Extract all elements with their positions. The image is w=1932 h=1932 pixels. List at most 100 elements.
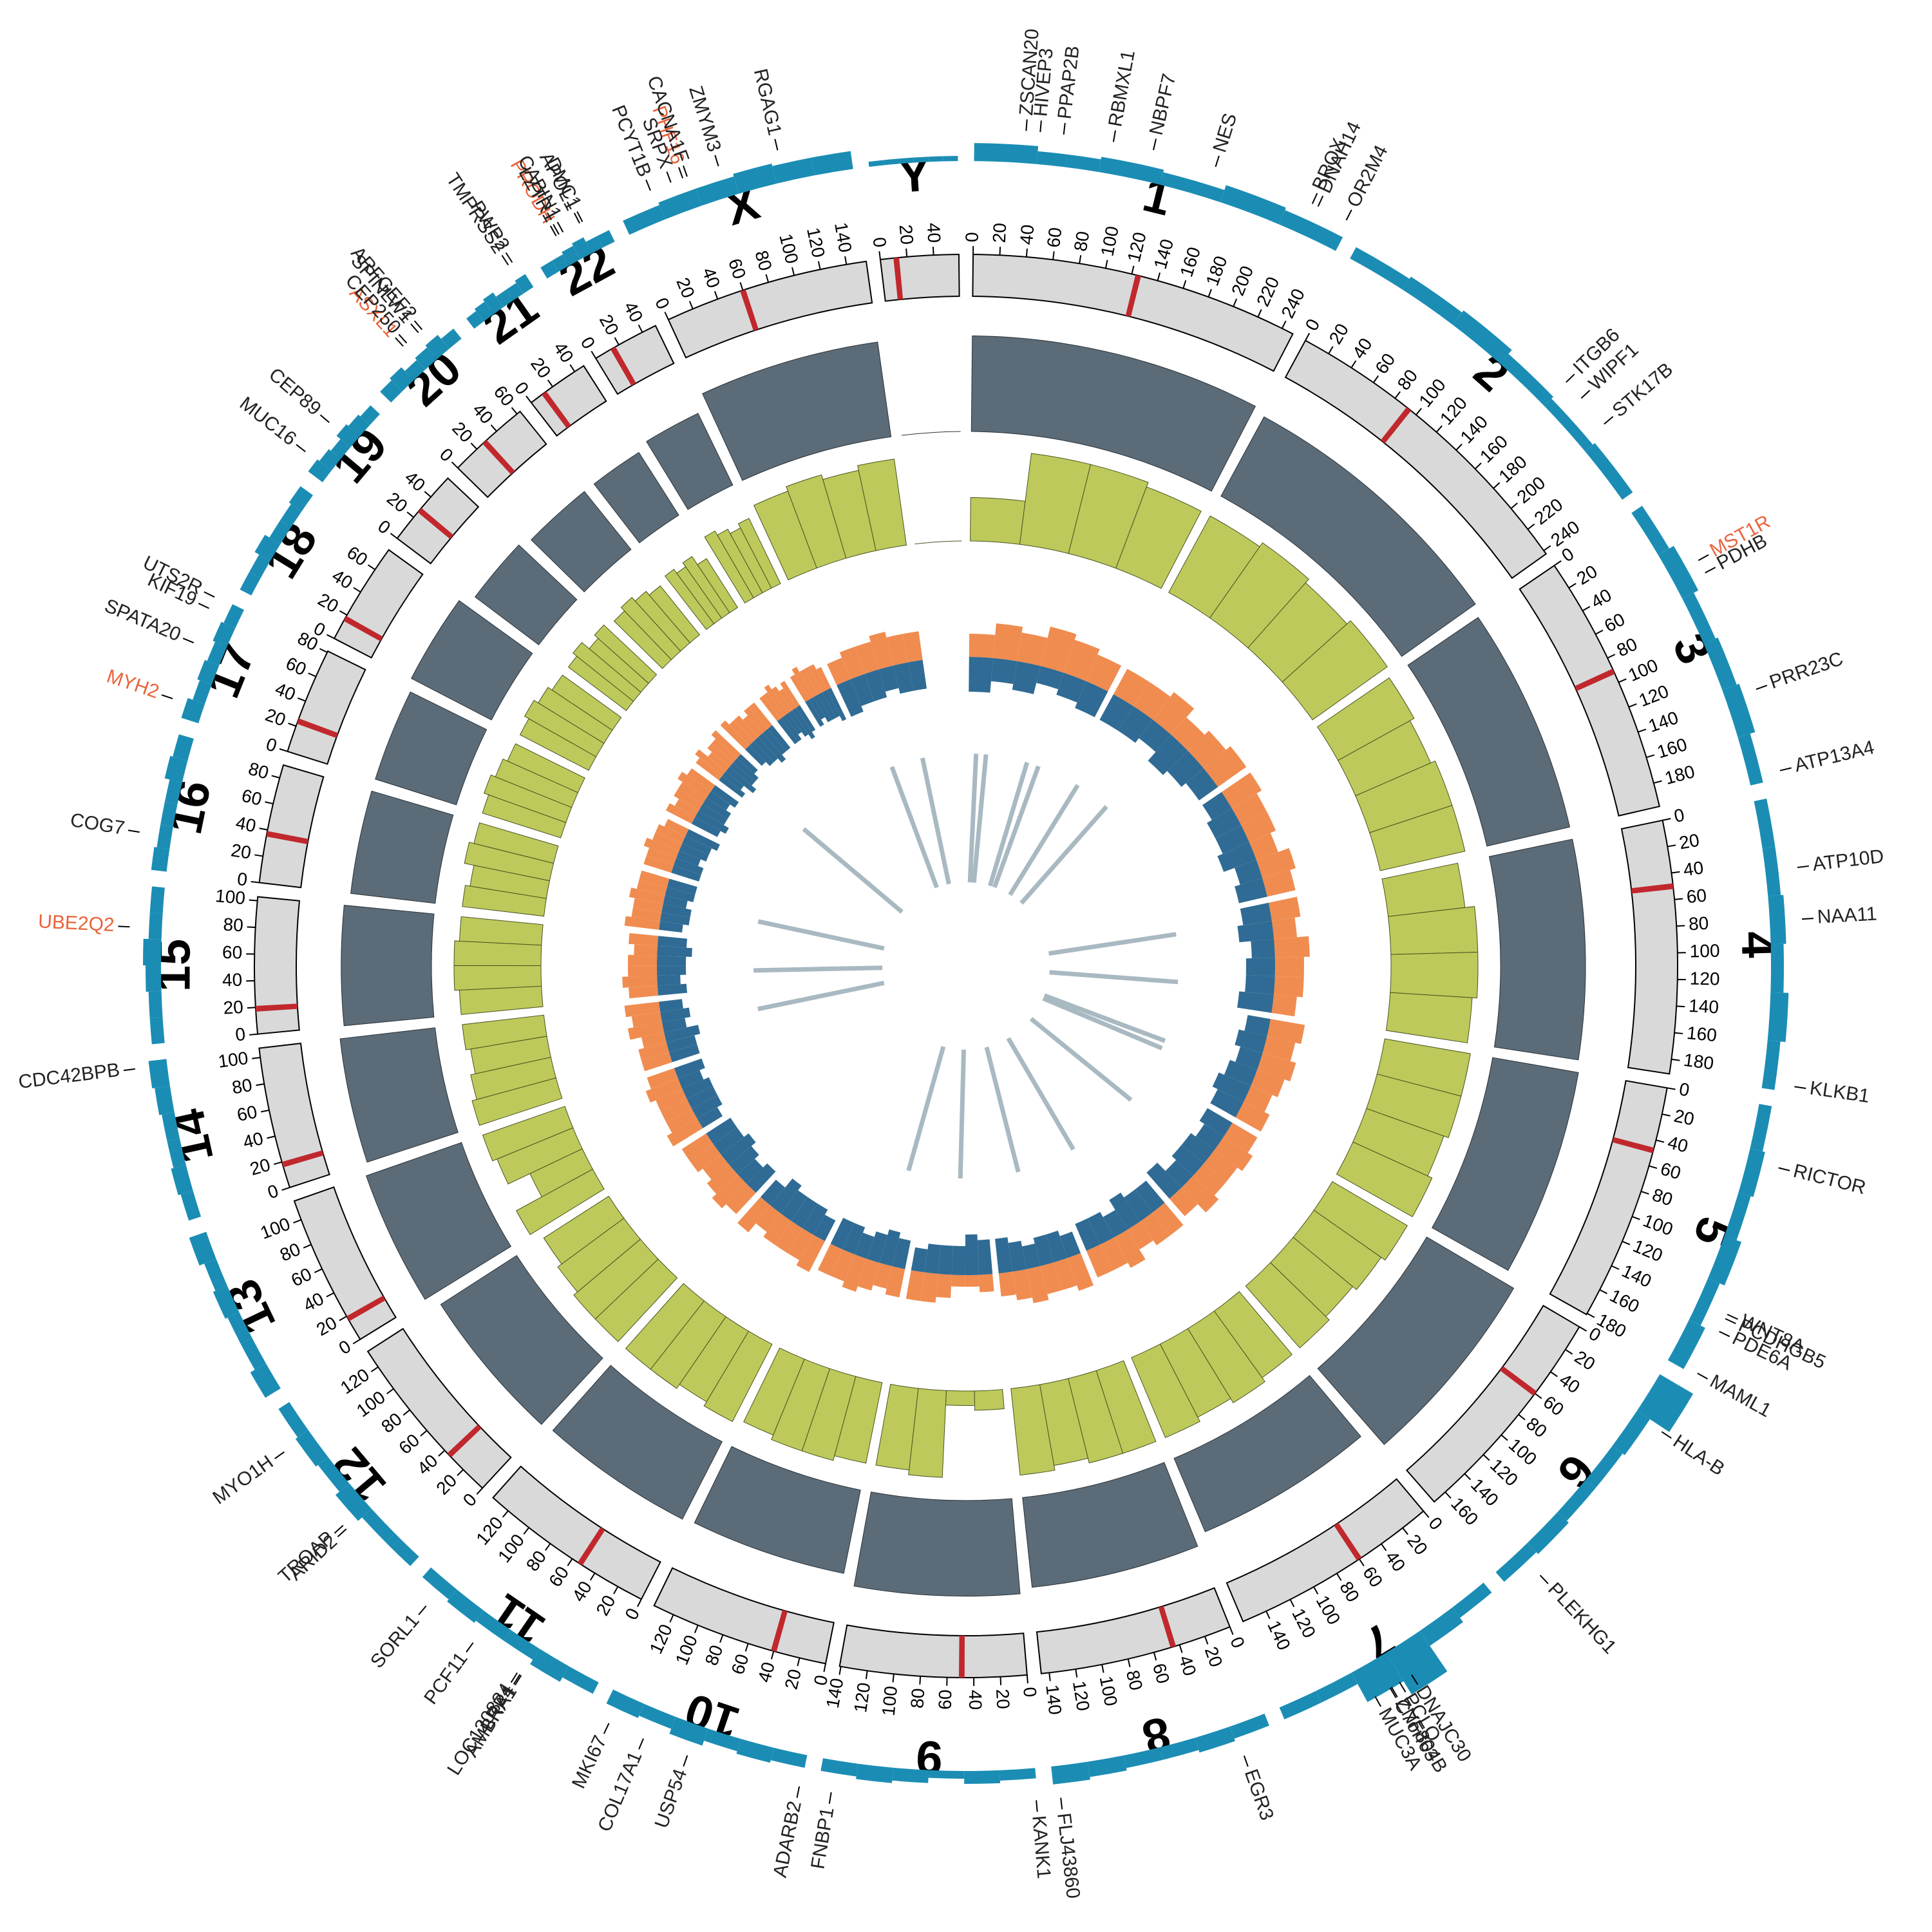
- gene-leader: [161, 694, 173, 699]
- copy-number: [1022, 1462, 1198, 1588]
- tick-mark: [1646, 754, 1655, 759]
- coverage-bar: [404, 360, 426, 381]
- copy-number: [646, 413, 734, 510]
- gene-leader: [1697, 1372, 1709, 1380]
- tick-mark: [1622, 1240, 1631, 1245]
- orange-bar: [1027, 1265, 1049, 1303]
- coverage-bar: [1703, 637, 1737, 690]
- orange-bar: [681, 1133, 714, 1161]
- blue-bar: [951, 1245, 966, 1275]
- gene-leader: [666, 171, 672, 183]
- tick-mark: [406, 511, 414, 518]
- blue-bar: [818, 692, 836, 721]
- link: [992, 765, 1041, 888]
- gene-leader: [513, 1674, 521, 1685]
- orange-bar: [711, 739, 737, 763]
- blue-bar: [767, 724, 791, 752]
- orange-bar: [796, 1235, 826, 1273]
- tick-mark: [288, 723, 297, 727]
- gene-leader: [418, 1605, 427, 1616]
- orange-bar: [629, 887, 665, 904]
- blue-bar: [977, 1239, 993, 1275]
- green-bar: [1115, 486, 1202, 589]
- coverage-bar: [1689, 1278, 1720, 1326]
- blue-bar: [924, 1244, 941, 1274]
- coverage-bar: [1738, 1148, 1765, 1197]
- ideogram: [653, 1567, 835, 1665]
- tick-mark: [999, 247, 1001, 256]
- blue-bar: [1186, 768, 1218, 800]
- centromere: [1574, 668, 1615, 692]
- coverage-bar: [540, 261, 558, 279]
- coverage-bar: [474, 301, 494, 322]
- orange-bar: [1268, 896, 1301, 921]
- copy-number: [531, 491, 632, 592]
- orange-bar: [827, 658, 851, 685]
- gene-leader: [1661, 1431, 1672, 1439]
- tick-mark: [567, 1558, 573, 1566]
- tick-mark: [1416, 408, 1422, 415]
- gene-leader: [182, 638, 194, 644]
- coverage-bar: [1230, 1713, 1269, 1739]
- orange-bar: [1054, 1258, 1077, 1291]
- green-bar: [970, 497, 1026, 545]
- orange-bar: [638, 1042, 670, 1061]
- tick-mark: [390, 533, 398, 539]
- gene-label: NAA11: [1817, 904, 1878, 928]
- orange-bar: [712, 1174, 747, 1209]
- coverage-bar: [1544, 398, 1593, 451]
- green-bar: [462, 1014, 547, 1050]
- blue-bar: [1224, 1059, 1258, 1086]
- blue-bar: [706, 1117, 737, 1144]
- coverage-bar: [1087, 1755, 1127, 1777]
- coverage-bar: [335, 1483, 372, 1521]
- gene-leader: [683, 1755, 688, 1767]
- coverage-bar: [572, 237, 592, 260]
- green-bar: [938, 540, 951, 542]
- orange-bar: [622, 976, 658, 988]
- coverage-bar: [696, 176, 739, 206]
- orange-bar: [1221, 772, 1262, 808]
- orange-bar: [647, 1068, 678, 1090]
- gene-leader: [204, 591, 215, 598]
- gene-leader: [1801, 918, 1814, 920]
- green-bar: [697, 558, 739, 614]
- tick-mark: [1611, 1265, 1620, 1270]
- tick-mark: [1667, 1087, 1676, 1090]
- gene-leader: [198, 603, 210, 609]
- link: [906, 1046, 946, 1171]
- centromere: [542, 391, 571, 429]
- gene-leader: [1411, 1674, 1419, 1685]
- tick-mark: [1444, 1492, 1452, 1499]
- tick-label: 0: [810, 1673, 831, 1687]
- tick-mark: [386, 1388, 394, 1394]
- coverage-bar: [1682, 592, 1716, 644]
- centromere: [447, 1424, 482, 1457]
- blue-bar: [659, 921, 683, 933]
- tick-mark: [1153, 1652, 1157, 1661]
- tick-mark: [1257, 309, 1262, 317]
- tick-mark: [1671, 871, 1680, 874]
- coverage-bar: [162, 1112, 180, 1142]
- coverage-bar: [928, 1770, 965, 1779]
- orange-bar: [920, 1272, 938, 1303]
- tick-label: 80: [223, 914, 244, 936]
- gene-leader: [678, 167, 684, 179]
- coverage-bar: [390, 367, 414, 392]
- tick-mark: [1233, 298, 1238, 307]
- coverage-bar: [639, 1703, 676, 1729]
- blue-bar: [729, 762, 755, 786]
- coverage-bar: [362, 1508, 395, 1542]
- tick-mark: [1048, 1672, 1051, 1681]
- gene-leader: [828, 1792, 832, 1804]
- orange-bar: [726, 1184, 756, 1215]
- tick-mark: [1482, 1454, 1490, 1461]
- orange-bar: [656, 1088, 687, 1112]
- blue-bar: [813, 694, 832, 723]
- green-bar: [914, 542, 927, 545]
- blue-bar: [802, 1203, 828, 1235]
- blue-bar: [710, 785, 739, 808]
- blue-bar: [760, 1179, 786, 1206]
- centromere: [482, 440, 515, 475]
